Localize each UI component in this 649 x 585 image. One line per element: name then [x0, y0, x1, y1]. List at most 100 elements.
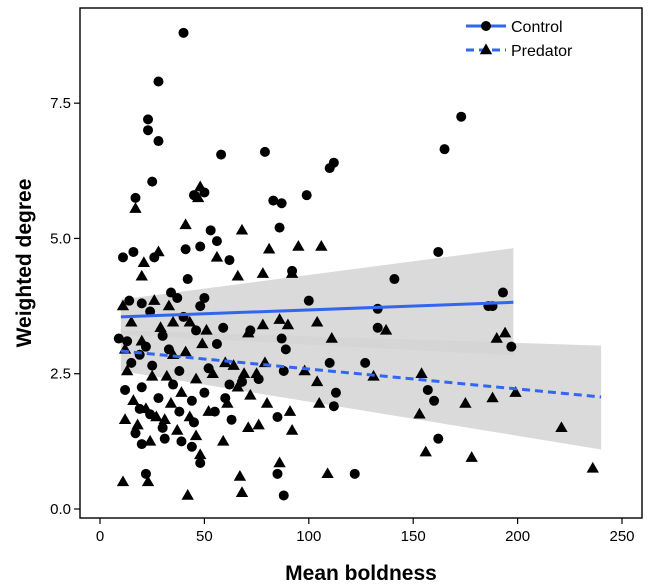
- data-point-control: [216, 149, 227, 160]
- data-point-control: [130, 192, 141, 203]
- data-point-control: [195, 458, 206, 469]
- data-point-control: [389, 274, 400, 285]
- data-point-control: [422, 384, 433, 395]
- data-point-predator: [196, 337, 209, 349]
- data-point-predator: [183, 410, 196, 422]
- data-point-control: [136, 298, 147, 309]
- data-point-control: [143, 125, 154, 136]
- data-point-control: [136, 382, 147, 393]
- data-point-control: [349, 468, 360, 479]
- x-tick-label: 250: [609, 528, 634, 545]
- axes: 0 50 100 150 200 250 0.0 2.5 5.0 7.5: [50, 95, 634, 545]
- legend-key-marker-predator: [479, 43, 493, 55]
- data-point-control: [191, 325, 202, 336]
- confidence-ribbon-predator: [120, 330, 602, 450]
- data-point-control: [328, 157, 339, 168]
- data-point-predator: [490, 332, 503, 343]
- data-point-control: [117, 252, 128, 263]
- data-point-control: [330, 387, 341, 398]
- x-tick-label: 0: [96, 528, 104, 545]
- data-point-predator: [118, 413, 132, 424]
- data-point-predator: [262, 242, 276, 254]
- data-point-control: [147, 360, 158, 371]
- legend-label-predator: Predator: [511, 43, 573, 60]
- data-point-control: [301, 190, 312, 201]
- data-point-predator: [313, 396, 326, 408]
- data-point-control: [195, 301, 206, 312]
- data-point-control: [433, 433, 444, 444]
- data-point-predator: [141, 475, 155, 487]
- data-point-predator: [162, 299, 176, 311]
- data-point-control: [497, 287, 508, 298]
- data-point-control: [157, 330, 168, 341]
- data-point-predator: [256, 267, 270, 278]
- data-point-predator: [143, 434, 157, 446]
- data-point-control: [172, 292, 183, 303]
- data-point-predator: [160, 369, 173, 381]
- legend: Control Predator: [466, 19, 573, 60]
- data-point-predator: [252, 418, 265, 430]
- data-point-predator: [233, 470, 247, 481]
- data-point-control: [120, 384, 131, 395]
- data-point-predator: [171, 424, 184, 435]
- data-point-predator: [465, 451, 478, 462]
- data-point-predator: [206, 367, 219, 378]
- y-tick-label: 7.5: [50, 95, 71, 112]
- trend-line-control: [120, 300, 514, 319]
- data-point-control: [147, 176, 158, 187]
- data-point-control: [153, 76, 164, 87]
- x-tick-label: 50: [196, 528, 213, 545]
- data-point-predator: [139, 402, 153, 414]
- data-point-control: [186, 395, 197, 406]
- data-point-control: [136, 439, 147, 450]
- data-point-control: [178, 27, 189, 38]
- data-point-predator: [242, 326, 255, 338]
- data-point-predator: [135, 269, 148, 281]
- data-point-predator: [179, 218, 192, 230]
- data-point-control: [506, 341, 517, 352]
- data-point-control: [226, 414, 237, 425]
- data-point-control: [278, 490, 289, 501]
- data-point-control: [360, 357, 371, 368]
- data-point-predator: [250, 367, 263, 378]
- data-point-predator: [150, 410, 163, 422]
- data-point-predator: [131, 418, 144, 430]
- data-point-control: [195, 241, 206, 252]
- data-point-predator: [273, 456, 286, 468]
- data-point-predator: [310, 315, 324, 327]
- data-point-control: [174, 366, 185, 377]
- data-point-control: [176, 436, 187, 447]
- data-point-predator: [183, 315, 196, 327]
- data-point-control: [278, 366, 289, 377]
- data-point-control: [199, 387, 210, 398]
- data-point-control: [303, 295, 314, 306]
- data-point-control: [439, 144, 450, 155]
- data-point-control: [372, 322, 383, 333]
- data-point-predator: [379, 323, 393, 335]
- data-point-control: [145, 306, 156, 317]
- data-point-control: [113, 333, 124, 344]
- data-point-predator: [281, 318, 295, 330]
- data-point-predator: [158, 413, 171, 424]
- data-point-control: [205, 225, 216, 236]
- data-point-control: [124, 295, 135, 306]
- y-tick-label: 2.5: [50, 366, 71, 383]
- data-point-control: [182, 274, 193, 285]
- data-point-predator: [244, 388, 257, 400]
- data-point-predator: [175, 386, 188, 397]
- data-point-control: [259, 146, 270, 157]
- y-tick-label: 0.0: [50, 501, 71, 518]
- data-point-predator: [260, 396, 274, 408]
- data-point-control: [328, 401, 339, 412]
- data-point-control: [174, 406, 185, 417]
- data-point-predator: [166, 315, 180, 327]
- trend-lines: [120, 300, 602, 399]
- data-point-predator: [498, 326, 512, 338]
- data-point-control: [199, 292, 210, 303]
- data-point-control: [276, 333, 287, 344]
- data-point-predator: [179, 345, 192, 357]
- legend-key-marker-control: [481, 21, 491, 31]
- x-axis-title: Mean boldness: [285, 562, 437, 585]
- data-point-predator: [116, 299, 130, 311]
